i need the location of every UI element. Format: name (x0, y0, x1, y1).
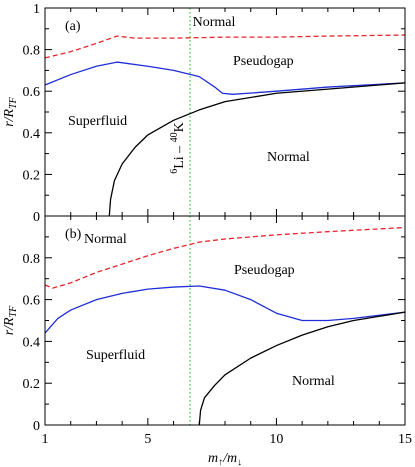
y-tick-label: 0.6 (23, 85, 41, 100)
x-tick-label: 10 (269, 432, 283, 447)
region-label-normal: Normal (84, 232, 127, 247)
y-axis-label: r/RTF (2, 305, 19, 335)
y-tick-label: 0.2 (23, 377, 41, 392)
x-tick-label: 15 (398, 432, 412, 447)
y-tick-label: 0 (33, 419, 40, 434)
region-label-normal: Normal (193, 15, 236, 30)
x-tick-label: 1 (42, 432, 49, 447)
series-curve-0 (44, 226, 406, 289)
y-tick-label: 0.4 (23, 335, 41, 350)
series-curve-2 (108, 82, 406, 217)
region-label-superfluid: Superfluid (68, 114, 127, 129)
region-label-superfluid: Superfluid (86, 348, 145, 363)
y-tick-label: 0 (33, 210, 40, 225)
y-tick-label: 1 (33, 2, 40, 17)
y-tick-label: 0.2 (23, 168, 41, 183)
y-tick-label: 0.6 (23, 294, 41, 309)
series-curve-1 (44, 61, 406, 95)
panel-label: (a) (65, 19, 81, 34)
y-tick-label: 0.4 (23, 127, 41, 142)
series-curve-2 (198, 311, 406, 426)
region-label-normal: Normal (267, 150, 310, 165)
x-tick-label: 5 (144, 432, 151, 447)
region-label-pseudogap: Pseudogap (233, 54, 294, 69)
x-axis-label: m↑/m↓ (208, 451, 242, 467)
series-curve-0 (44, 34, 406, 59)
region-label-normal: Normal (292, 374, 335, 389)
panel-label: (b) (65, 227, 82, 242)
vline-label: 6Li – 40K (169, 122, 187, 174)
y-axis-label: r/RTF (2, 96, 19, 126)
region-label-pseudogap: Pseudogap (234, 263, 295, 278)
y-tick-label: 0.8 (23, 252, 41, 267)
series-curve-1 (44, 285, 406, 334)
y-tick-label: 0.8 (23, 44, 41, 59)
plot-frame (44, 7, 406, 217)
